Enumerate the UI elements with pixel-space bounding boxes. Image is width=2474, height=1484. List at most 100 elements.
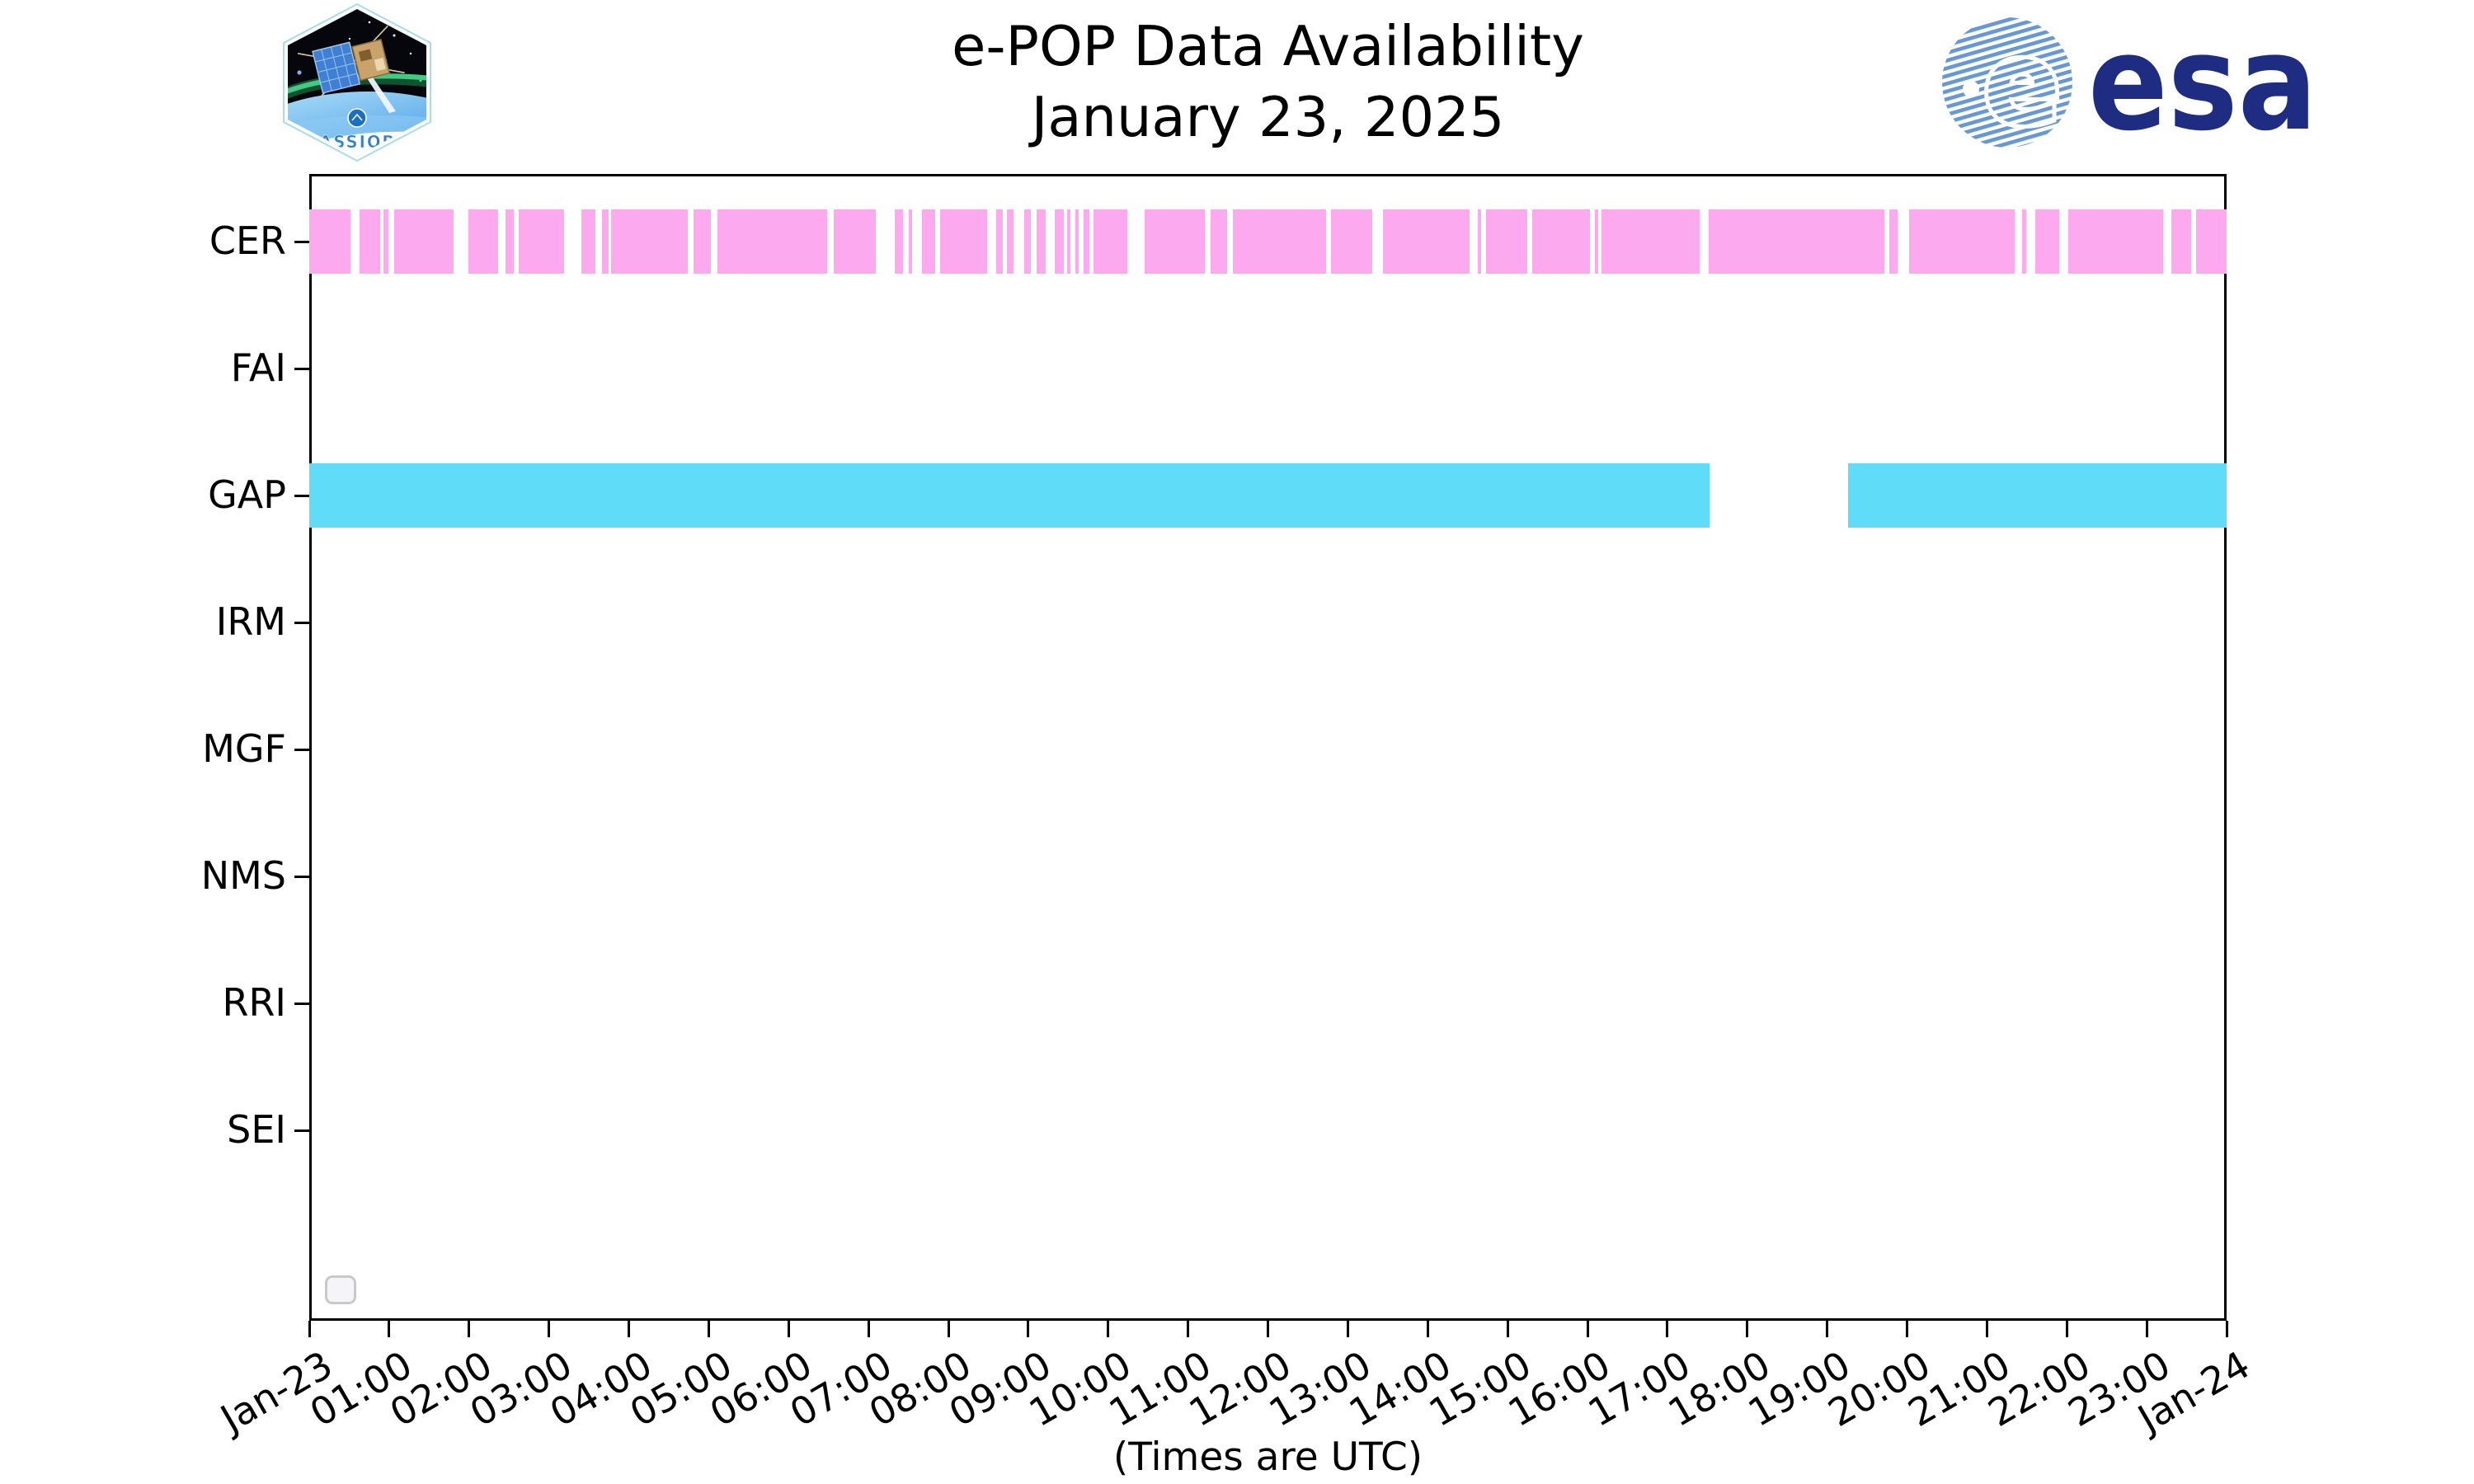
availability-bar-cer (383, 209, 388, 274)
availability-bar-cer (895, 209, 903, 274)
y-tick-gap (294, 494, 309, 497)
x-tick-18 (1746, 1321, 1749, 1337)
x-tick-9 (1027, 1321, 1030, 1337)
availability-bar-cer (1532, 209, 1590, 274)
availability-bar-cer (693, 209, 712, 274)
availability-bar-cer (581, 209, 595, 274)
availability-bar-cer (1909, 209, 2015, 274)
x-tick-7 (867, 1321, 870, 1337)
availability-bar-cer (468, 209, 498, 274)
x-tick-17 (1666, 1321, 1669, 1337)
availability-bar-cer (1083, 209, 1090, 274)
patch-csa-emblem (347, 108, 367, 128)
availability-bar-cer (1054, 209, 1065, 274)
y-tick-nms (294, 875, 309, 878)
x-tick-23 (2145, 1321, 2148, 1337)
availability-bar-cer (834, 209, 876, 274)
availability-bar-cer (1094, 209, 1127, 274)
x-tick-6 (787, 1321, 790, 1337)
row-label-irm: IRM (215, 599, 286, 644)
availability-bar-cer (1075, 209, 1079, 274)
availability-bar-cer (1067, 209, 1071, 274)
cassiope-mission-patch: CASSIOPE (283, 2, 431, 162)
availability-bar-cer (1232, 209, 1327, 274)
esa-globe-star (1963, 81, 1979, 97)
availability-bar-cer (1594, 209, 1598, 274)
row-label-mgf: MGF (202, 726, 286, 771)
x-tick-11 (1187, 1321, 1190, 1337)
x-tick-16 (1586, 1321, 1589, 1337)
y-tick-cer (294, 240, 309, 243)
patch-satellite (297, 25, 405, 98)
availability-bar-cer (601, 209, 609, 274)
row-label-cer: CER (209, 218, 286, 263)
chart-subtitle: January 23, 2025 (1031, 84, 1505, 149)
x-axis-caption: (Times are UTC) (1112, 1435, 1423, 1480)
x-tick-12 (1267, 1321, 1269, 1337)
availability-bar-cer (2035, 209, 2059, 274)
x-tick-24 (2225, 1321, 2228, 1337)
legend-box (325, 1275, 356, 1304)
x-tick-22 (2065, 1321, 2068, 1337)
row-label-gap: GAP (208, 472, 286, 517)
y-tick-fai (294, 367, 309, 370)
availability-bar-cer (2068, 209, 2163, 274)
row-label-rri: RRI (222, 980, 287, 1025)
esa-wordmark: esa (2088, 7, 2317, 157)
availability-bar-cer (360, 209, 381, 274)
availability-bar-cer (1006, 209, 1014, 274)
x-tick-8 (947, 1321, 950, 1337)
availability-bar-cer (611, 209, 689, 274)
esa-logo: e esa (1942, 7, 2317, 157)
row-label-nms: NMS (200, 853, 286, 898)
x-tick-5 (707, 1321, 710, 1337)
chart-title: e-POP Data Availability (952, 14, 1584, 78)
row-label-sei: SEI (227, 1107, 286, 1152)
x-tick-19 (1826, 1321, 1829, 1337)
x-tick-10 (1107, 1321, 1110, 1337)
plot-area (309, 174, 2227, 1321)
availability-bar-cer (1478, 209, 1482, 274)
esa-globe (1942, 17, 2072, 148)
availability-bar-cer (1889, 209, 1898, 274)
x-tick-20 (1906, 1321, 1908, 1337)
esa-globe-e: e (1983, 17, 2061, 150)
x-tick-3 (548, 1321, 551, 1337)
x-tick-15 (1506, 1321, 1509, 1337)
availability-bar-gap (1847, 463, 2227, 528)
availability-bar-cer (393, 209, 454, 274)
y-tick-rri (294, 1002, 309, 1005)
availability-bar-cer (2196, 209, 2227, 274)
availability-bar-cer (1024, 209, 1031, 274)
x-tick-13 (1346, 1321, 1349, 1337)
availability-bar-cer (2171, 209, 2192, 274)
y-tick-sei (294, 1129, 309, 1132)
availability-bar-cer (1331, 209, 1373, 274)
patch-beam (363, 70, 396, 113)
availability-bar-cer (2022, 209, 2026, 274)
availability-bar-cer (518, 209, 565, 274)
x-tick-14 (1426, 1321, 1429, 1337)
y-tick-mgf (294, 748, 309, 751)
availability-bar-cer (506, 209, 514, 274)
availability-bar-cer (1602, 209, 1700, 274)
availability-bar-cer (717, 209, 827, 274)
availability-bar-cer (309, 209, 351, 274)
x-tick-2 (468, 1321, 471, 1337)
availability-bar-cer (1145, 209, 1205, 274)
x-tick-4 (628, 1321, 630, 1337)
availability-bar-cer (1036, 209, 1047, 274)
x-tick-0 (308, 1321, 311, 1337)
availability-bar-cer (922, 209, 935, 274)
x-tick-21 (1985, 1321, 1988, 1337)
availability-bar-cer (1485, 209, 1528, 274)
row-label-fai: FAI (230, 345, 286, 390)
availability-bar-cer (996, 209, 1003, 274)
availability-bar-cer (1709, 209, 1885, 274)
availability-bar-gap (309, 463, 1710, 528)
availability-bar-cer (908, 209, 913, 274)
availability-bar-cer (1210, 209, 1228, 274)
x-tick-1 (388, 1321, 391, 1337)
availability-bar-cer (1383, 209, 1470, 274)
